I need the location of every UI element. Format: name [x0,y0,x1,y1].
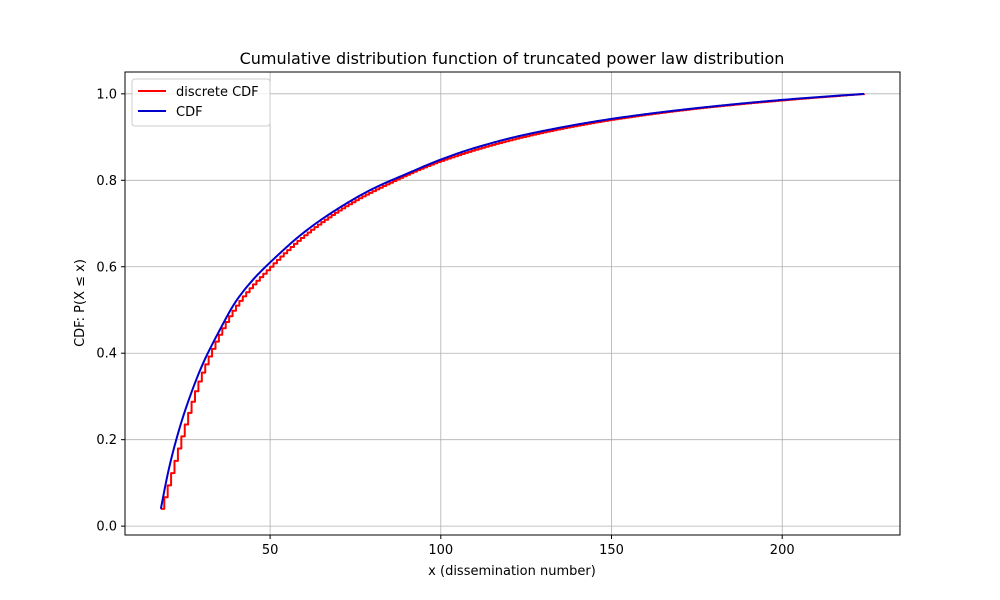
y-tick-label: 0.0 [96,520,117,535]
y-tick-label: 1.0 [96,87,117,102]
y-tick-label: 0.8 [96,174,117,189]
series-line-cdf [159,92,865,510]
legend-box [131,78,271,127]
x-tick-label: 50 [262,543,279,558]
y-tick-label: 0.4 [96,347,117,362]
x-tick-label: 200 [770,543,795,558]
x-tick-label: 100 [428,543,453,558]
legend-label-discrete-cdf: discrete CDF [176,85,259,100]
y-tick-label: 0.6 [96,260,117,275]
series-line-discrete-cdf [160,93,866,510]
plot-series [159,92,866,510]
y-tick-label: 0.2 [96,433,117,448]
plot-area-frame [124,71,901,536]
y-axis-label: CDF: P(X ≤ x) [73,259,88,347]
legend: discrete CDF CDF [131,78,271,127]
axis-ticks: 50 100 150 200 0.0 0.2 0.4 0.6 0.8 1.0 [96,87,794,558]
chart-title: Cumulative distribution function of trun… [240,49,785,68]
legend-label-cdf: CDF [176,105,203,120]
grid [125,72,900,535]
x-axis-label: x (dissemination number) [428,564,596,579]
x-tick-label: 150 [599,543,624,558]
